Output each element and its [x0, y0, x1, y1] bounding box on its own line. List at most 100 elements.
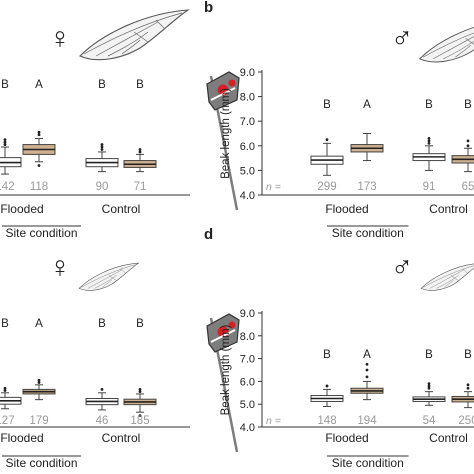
outlier-point [325, 138, 329, 142]
panel-letter: b [204, 0, 213, 16]
outlier-point [427, 384, 431, 388]
y-axis-label: Beak length (mm) [220, 88, 232, 179]
n-value: 185 [130, 415, 149, 427]
significance-letter: A [363, 99, 371, 111]
box-flooded-white [310, 138, 344, 176]
wing-icon [79, 9, 191, 61]
significance-letter: B [464, 99, 472, 111]
x-category-label: Flooded [325, 431, 368, 445]
x-group-label: Site condition [5, 226, 77, 240]
significance-letter: A [35, 79, 43, 91]
outlier-point [100, 143, 104, 146]
female-symbol-icon: ♀ [49, 22, 72, 55]
outlier-point [100, 145, 104, 149]
wing-vein [155, 19, 165, 29]
outlier-point [37, 133, 41, 137]
n-value: 127 [0, 415, 15, 427]
x-group-label: Site condition [5, 456, 77, 470]
y-tick-label: 8.0 [240, 331, 255, 343]
female-symbol-icon: ♀ [49, 251, 72, 284]
box-flooded-tan [22, 130, 56, 167]
box-control-tan [123, 148, 157, 173]
outlier-point [138, 150, 142, 154]
box-flooded-white [310, 384, 344, 407]
y-tick-label: 7.0 [240, 116, 255, 128]
n-label: n = [266, 415, 281, 427]
x-group-label: Site condition [332, 226, 404, 240]
x-category-label: Flooded [0, 431, 43, 445]
flag-band [210, 87, 236, 101]
outlier-point [37, 130, 41, 134]
n-value: 250 [458, 415, 474, 427]
outlier-point [427, 139, 431, 143]
wing-vein [444, 279, 455, 288]
wing-vein [450, 275, 459, 281]
panel-b-male: b ♂ 4.0 5.0 6.0 7.0 8.0 9.0 Beak length (mm) n = B… [204, 0, 474, 240]
outlier-point [365, 375, 369, 379]
wing-vein [120, 268, 126, 274]
significance-letter: B [425, 99, 433, 111]
wing-icon [78, 262, 140, 291]
n-value: 90 [96, 181, 109, 193]
significance-letter: B [98, 318, 106, 330]
outlier-point [100, 387, 104, 391]
n-value: 54 [423, 415, 436, 427]
x-category-label: Control [102, 202, 141, 216]
outlier-point [3, 389, 7, 392]
significance-letter: A [35, 318, 43, 330]
n-value: 46 [96, 415, 109, 427]
outlier-point [37, 378, 41, 382]
wing-vein [422, 32, 474, 58]
outlier-point [138, 148, 142, 151]
wing-outline [420, 263, 474, 291]
y-tick-label: 4.0 [240, 190, 255, 202]
significance-letter: B [1, 318, 9, 330]
panel-a-female: ♀ B 142 A 118 B 90 B 71 Flooded Control Site condit… [0, 9, 191, 240]
y-axis-label: Beak length (mm) [220, 324, 232, 415]
flag-illustration [206, 313, 240, 453]
significance-letter: B [323, 99, 331, 111]
wing-icon [420, 263, 474, 291]
flag-illustration [206, 71, 240, 211]
significance-letter: A [363, 349, 371, 361]
x-group-label: Site condition [332, 456, 404, 470]
x-category-label: Flooded [0, 202, 43, 216]
wing-vein [81, 264, 136, 288]
significance-letter: B [98, 79, 106, 91]
flag-red-dot [228, 79, 236, 87]
wing-vein [423, 265, 474, 288]
outlier-point [427, 382, 431, 386]
wing-vein [455, 44, 471, 58]
y-tick-label: 5.0 [240, 399, 255, 411]
x-category-label: Control [429, 202, 468, 216]
n-value: 148 [317, 415, 336, 427]
wing-vein [121, 39, 141, 55]
outlier-point [3, 386, 7, 390]
y-tick-label: 9.0 [240, 67, 255, 79]
wing-vein [107, 31, 149, 57]
box-control-white [412, 382, 446, 406]
y-tick-label: 7.0 [240, 354, 255, 366]
wing-vein [465, 38, 474, 45]
wing-vein [108, 275, 117, 281]
n-value: 91 [423, 181, 436, 193]
wing-vein [443, 40, 474, 60]
wing-vein [429, 269, 465, 289]
box-control-white [85, 387, 119, 411]
outlier-point [466, 383, 470, 387]
outlier-point [138, 387, 142, 391]
male-symbol-icon: ♂ [391, 22, 414, 55]
outlier-point [466, 386, 470, 390]
outlier-point [466, 144, 470, 148]
y-tick-label: 4.0 [240, 422, 255, 434]
box-flooded-white [0, 138, 22, 175]
flag-red-dot [228, 321, 236, 329]
significance-letter: B [425, 349, 433, 361]
n-value: 118 [30, 181, 48, 193]
wing-vein [95, 21, 159, 57]
outlier-point [3, 143, 7, 146]
n-value: 173 [357, 181, 376, 193]
outlier-point [365, 368, 369, 372]
wing-vein [83, 12, 183, 55]
